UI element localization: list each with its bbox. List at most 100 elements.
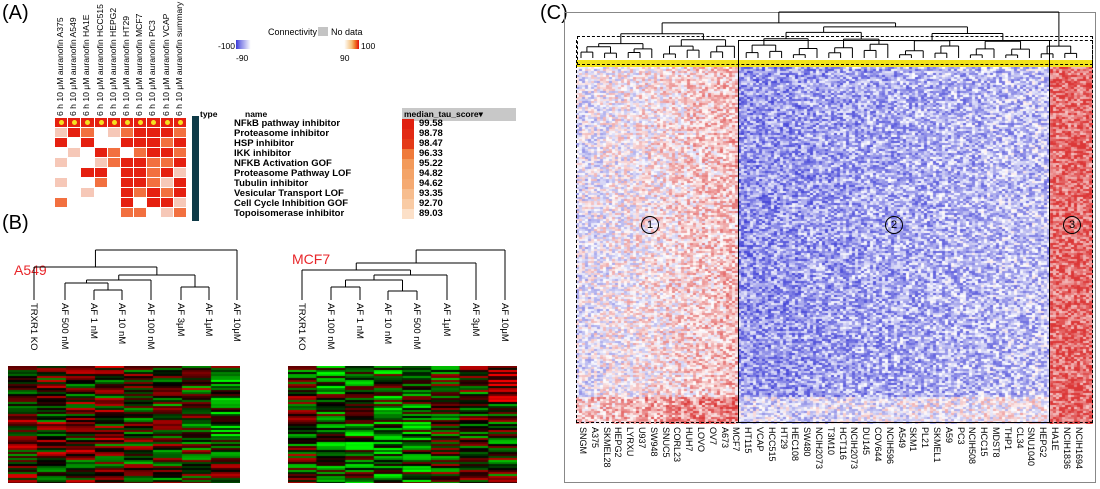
- table-row[interactable]: Cell Cycle Inhibition GOF 92.70: [234, 198, 519, 209]
- colorbar-high-label: 90: [340, 53, 350, 63]
- heatmap-cell: [121, 158, 135, 168]
- heatmap-cell: [173, 168, 187, 178]
- heatmap-cell: [81, 138, 95, 148]
- heatmap-cell: [160, 128, 174, 138]
- cell-line-label: HEC108: [790, 427, 801, 462]
- leaf-label: AF 3μM: [175, 303, 186, 337]
- heatmap-cell: [68, 128, 82, 138]
- colorbar: [236, 40, 359, 49]
- score-swatch: [402, 189, 414, 199]
- heatmap-cell: [107, 178, 121, 188]
- heatmap-cell: [147, 208, 161, 218]
- heatmap-cell: [55, 198, 69, 208]
- type-bar: [192, 116, 199, 221]
- table-row[interactable]: Topoisomerase inhibitor 89.03: [234, 209, 519, 219]
- mcf7-dendrogram: [301, 249, 506, 300]
- cell-line-label: A375: [589, 427, 600, 449]
- heatmap-cell: [68, 168, 82, 178]
- mcf7-expression-heatmap: [288, 366, 517, 483]
- cell-line-label: NCIH1694: [1073, 427, 1084, 470]
- heatmap-cell: [94, 158, 108, 168]
- colorbar-max: 100: [361, 41, 376, 51]
- heatmap-cell: [160, 168, 174, 178]
- row-name: Tubulin inhibitor: [234, 178, 309, 189]
- heatmap-cell: [121, 178, 135, 188]
- score-swatch: [402, 129, 414, 139]
- cell-line-label: HT29: [778, 427, 789, 450]
- cell-line-label: A549: [896, 427, 907, 449]
- table-row[interactable]: Proteasome inhibitor 98.78: [234, 128, 519, 139]
- cluster-2-marker: 2: [885, 216, 903, 234]
- type-header: type: [200, 109, 218, 119]
- heatmap-cell: [134, 178, 148, 188]
- heatmap-cell: [55, 178, 69, 188]
- table-row[interactable]: NFKB Activation GOF 95.22: [234, 159, 519, 169]
- cell-line-label: HCT116: [837, 427, 848, 460]
- a549-dendrogram: [33, 249, 238, 300]
- column-label: 6 h 10 μM auranofin VCAP: [160, 13, 171, 116]
- cell-line-label: NCIH1836: [1061, 427, 1072, 470]
- cell-line-label: HCC515: [766, 427, 777, 462]
- row-score: 93.35: [419, 188, 443, 199]
- score-swatch: [402, 149, 414, 159]
- heatmap-cell: [160, 158, 174, 168]
- heatmap-cell: [81, 178, 95, 188]
- table-row[interactable]: Tubulin inhibitor 94.62: [234, 178, 519, 189]
- cell-line-label: LYRXU: [625, 427, 636, 457]
- table-row[interactable]: IKK inhibitor 96.33: [234, 149, 519, 159]
- cell-line-label: U937: [637, 427, 647, 449]
- cell-line-label: SKM1: [908, 427, 919, 452]
- heatmap-cell: [121, 168, 135, 178]
- heatmap-cell: [68, 158, 82, 168]
- cell-line-label: SNGM: [578, 427, 588, 454]
- heatmap-cell: [81, 158, 95, 168]
- heatmap-cell: [55, 188, 69, 198]
- top-dot: [151, 120, 157, 125]
- score-swatch: [402, 169, 414, 179]
- score-swatch: [402, 179, 414, 189]
- heatmap-cell: [160, 138, 174, 148]
- heatmap-cell: [81, 128, 95, 138]
- leaf-label: TRXR1 KO: [296, 303, 307, 351]
- heatmap-cell: [68, 188, 82, 198]
- heatmap-cell: [55, 128, 69, 138]
- annotation-bar: [576, 60, 1093, 67]
- cell-line-label: NCIH2073: [814, 427, 824, 470]
- nodata-label: No data: [331, 27, 363, 37]
- heatmap-cell: [94, 148, 108, 158]
- heatmap-cell: [107, 158, 121, 168]
- cell-line-label: A59: [943, 427, 954, 444]
- heatmap-cell: [173, 128, 187, 138]
- cell-line-label: A673: [719, 427, 730, 449]
- heatmap-cell: [147, 158, 161, 168]
- heatmap-cell: [173, 138, 187, 148]
- heatmap-cell: [134, 158, 148, 168]
- panel-c-label: (C): [540, 2, 568, 24]
- score-sort-header[interactable]: median_tau_score▾: [402, 108, 516, 121]
- cell-line-label: PL21: [920, 427, 931, 449]
- cluster-1-marker: 1: [641, 216, 659, 234]
- heatmap-cell: [121, 198, 135, 208]
- table-row[interactable]: Vesicular Transport LOF 93.35: [234, 188, 519, 199]
- colorbar-low-label: -90: [236, 53, 249, 63]
- score-swatch: [402, 209, 414, 219]
- cell-line-label: DU145: [861, 427, 872, 456]
- heatmap-cell: [107, 188, 121, 198]
- table-row[interactable]: HSP inhibitor 98.47: [234, 139, 519, 149]
- heatmap-cell: [134, 198, 148, 208]
- row-name: Cell Cycle Inhibition GOF: [234, 198, 349, 209]
- leaf-label: AF 10 nM: [116, 303, 127, 345]
- table-row[interactable]: Proteasome Pathway LOF 94.82: [234, 169, 519, 179]
- row-name: NFkB pathway inhibitor: [234, 118, 341, 129]
- heatmap-cell: [134, 168, 148, 178]
- score-swatch: [402, 139, 414, 149]
- heatmap-cell: [160, 198, 174, 208]
- heatmap-cell: [55, 138, 69, 148]
- heatmap-cell: [173, 148, 187, 158]
- cell-line-label: SNUC5: [660, 427, 671, 458]
- heatmap-cell: [94, 198, 108, 208]
- row-name: Proteasome inhibitor: [234, 128, 330, 139]
- table-row[interactable]: NFkB pathway inhibitor 99.58: [234, 118, 519, 129]
- heatmap-cell: [147, 188, 161, 198]
- heatmap-cell: [55, 148, 69, 158]
